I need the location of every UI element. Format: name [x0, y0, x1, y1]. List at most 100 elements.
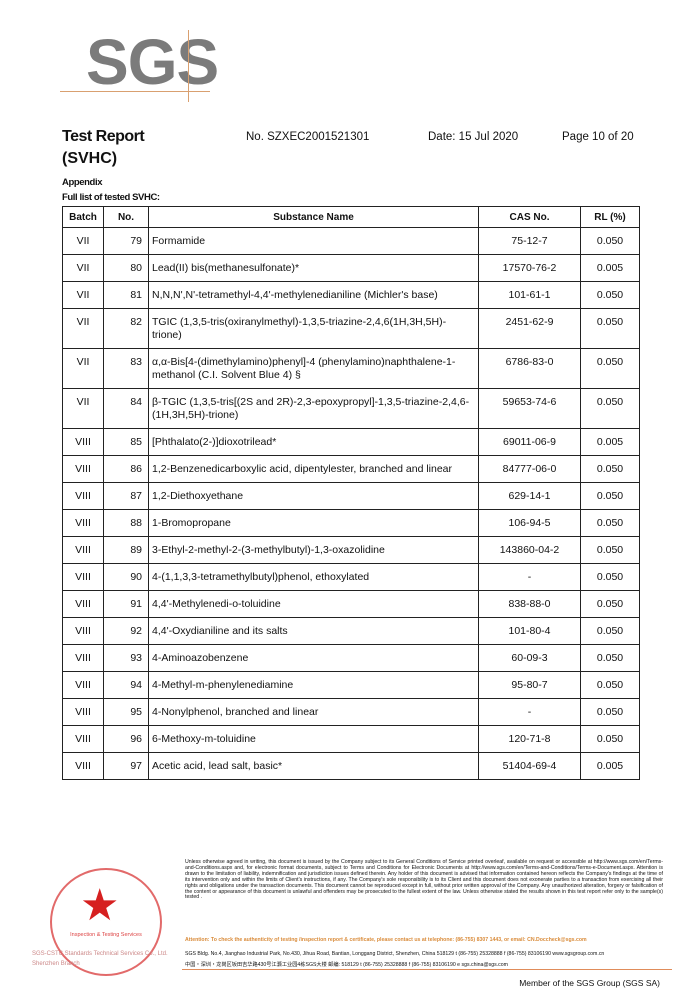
- cas-cell: 629-14-1: [478, 482, 581, 510]
- batch-cell: VIII: [62, 509, 104, 537]
- no-cell: 93: [103, 644, 149, 672]
- table-row: VIII 92 4,4'-Oxydianiline and its salts 101…: [62, 617, 640, 645]
- batch-cell: VIII: [62, 563, 104, 591]
- footer-divider: [182, 969, 672, 970]
- rl-cell: 0.050: [580, 227, 640, 255]
- substance-cell: 1-Bromopropane: [148, 509, 479, 537]
- header-batch: Batch: [62, 206, 104, 228]
- cas-cell: 51404-69-4: [478, 752, 581, 780]
- rl-cell: 0.050: [580, 509, 640, 537]
- substance-cell: Acetic acid, lead salt, basic*: [148, 752, 479, 780]
- substance-cell: 3-Ethyl-2-methyl-2-(3-methylbutyl)-1,3-o…: [148, 536, 479, 564]
- batch-cell: VIII: [62, 482, 104, 510]
- table-row: VII 80 Lead(II) bis(methanesulfonate)* 1757…: [62, 254, 640, 282]
- substance-cell: α,α-Bis[4-(dimethylamino)phenyl]-4 (phen…: [148, 348, 479, 389]
- cas-cell: 838-88-0: [478, 590, 581, 618]
- appendix-heading: Appendix: [62, 177, 103, 188]
- batch-cell: VII: [62, 308, 104, 349]
- no-cell: 96: [103, 725, 149, 753]
- rl-cell: 0.005: [580, 254, 640, 282]
- table-row: VIII 94 4-Methyl-m-phenylenediamine 95-80-7…: [62, 671, 640, 699]
- rl-cell: 0.005: [580, 428, 640, 456]
- rl-cell: 0.050: [580, 725, 640, 753]
- logo-horizontal-line: [60, 91, 210, 92]
- substance-cell: 1,2-Benzenedicarboxylic acid, dipentyles…: [148, 455, 479, 483]
- legal-disclaimer: Unless otherwise agreed in writing, this…: [185, 859, 663, 901]
- rl-cell: 0.050: [580, 698, 640, 726]
- cas-cell: -: [478, 698, 581, 726]
- table-row: VII 83 α,α-Bis[4-(dimethylamino)phenyl]-4 …: [62, 348, 640, 389]
- cas-cell: 60-09-3: [478, 644, 581, 672]
- cas-cell: 120-71-8: [478, 725, 581, 753]
- no-cell: 92: [103, 617, 149, 645]
- table-row: VIII 91 4,4'-Methylenedi-o-toluidine 838-88…: [62, 590, 640, 618]
- report-subtitle: (SVHC): [62, 150, 118, 167]
- cas-cell: 17570-76-2: [478, 254, 581, 282]
- rl-cell: 0.050: [580, 536, 640, 564]
- table-row: VIII 97 Acetic acid, lead salt, basic* 5140…: [62, 752, 640, 780]
- substance-cell: TGIC (1,3,5-tris(oxiranylmethyl)-1,3,5-t…: [148, 308, 479, 349]
- table-row: VIII 93 4-Aminoazobenzene 60-09-3 0.050: [62, 644, 640, 672]
- report-date: Date: 15 Jul 2020: [428, 131, 519, 143]
- company-stamp: ★ Inspection & Testing Services: [50, 868, 162, 976]
- rl-cell: 0.050: [580, 644, 640, 672]
- batch-cell: VIII: [62, 725, 104, 753]
- report-number: No. SZXEC2001521301: [246, 131, 370, 143]
- batch-cell: VIII: [62, 644, 104, 672]
- no-cell: 94: [103, 671, 149, 699]
- rl-cell: 0.005: [580, 752, 640, 780]
- cas-cell: 75-12-7: [478, 227, 581, 255]
- address-chinese: 中国・深圳・龙岗区坂田吉华路430号江灏工业园4栋SGS大楼 邮编: 51812…: [185, 962, 508, 968]
- batch-cell: VIII: [62, 455, 104, 483]
- no-cell: 81: [103, 281, 149, 309]
- no-cell: 80: [103, 254, 149, 282]
- substance-cell: 4,4'-Methylenedi-o-toluidine: [148, 590, 479, 618]
- cas-cell: 6786-83-0: [478, 348, 581, 389]
- header-rl: RL (%): [580, 206, 640, 228]
- svhc-table: Batch No. Substance Name CAS No. RL (%) …: [62, 206, 640, 780]
- list-heading: Full list of tested SVHC:: [62, 192, 160, 203]
- batch-cell: VII: [62, 388, 104, 429]
- rl-cell: 0.050: [580, 617, 640, 645]
- cas-cell: 2451-62-9: [478, 308, 581, 349]
- no-cell: 85: [103, 428, 149, 456]
- cas-cell: 143860-04-2: [478, 536, 581, 564]
- table-row: VII 81 N,N,N',N'-tetramethyl-4,4'-methylen…: [62, 281, 640, 309]
- cas-cell: 69011-06-9: [478, 428, 581, 456]
- substance-cell: β-TGIC (1,3,5-tris[(2S and 2R)-2,3-epoxy…: [148, 388, 479, 429]
- authenticity-notice: Attention: To check the authenticity of …: [185, 937, 587, 943]
- address-english: SGS Bldg. No.4, Jianghao Industrial Park…: [185, 951, 605, 957]
- table-row: VIII 90 4-(1,1,3,3-tetramethylbutyl)phenol…: [62, 563, 640, 591]
- substance-cell: 4-Nonylphenol, branched and linear: [148, 698, 479, 726]
- stamp-organization: SGS-CSTC Standards Technical Services Co…: [32, 951, 168, 967]
- no-cell: 88: [103, 509, 149, 537]
- no-cell: 84: [103, 388, 149, 429]
- substance-cell: Lead(II) bis(methanesulfonate)*: [148, 254, 479, 282]
- cas-cell: 101-80-4: [478, 617, 581, 645]
- batch-cell: VIII: [62, 617, 104, 645]
- no-cell: 87: [103, 482, 149, 510]
- rl-cell: 0.050: [580, 455, 640, 483]
- table-row: VII 82 TGIC (1,3,5-tris(oxiranylmethyl)-1,…: [62, 308, 640, 349]
- rl-cell: 0.050: [580, 388, 640, 429]
- batch-cell: VIII: [62, 590, 104, 618]
- substance-cell: 1,2-Diethoxyethane: [148, 482, 479, 510]
- cas-cell: 95-80-7: [478, 671, 581, 699]
- no-cell: 90: [103, 563, 149, 591]
- substance-cell: Formamide: [148, 227, 479, 255]
- no-cell: 89: [103, 536, 149, 564]
- batch-cell: VIII: [62, 698, 104, 726]
- batch-cell: VIII: [62, 428, 104, 456]
- rl-cell: 0.050: [580, 308, 640, 349]
- substance-cell: 4,4'-Oxydianiline and its salts: [148, 617, 479, 645]
- substance-cell: 4-(1,1,3,3-tetramethylbutyl)phenol, etho…: [148, 563, 479, 591]
- substance-cell: 4-Methyl-m-phenylenediamine: [148, 671, 479, 699]
- rl-cell: 0.050: [580, 482, 640, 510]
- table-row: VIII 89 3-Ethyl-2-methyl-2-(3-methylbutyl)…: [62, 536, 640, 564]
- no-cell: 79: [103, 227, 149, 255]
- no-cell: 86: [103, 455, 149, 483]
- batch-cell: VIII: [62, 752, 104, 780]
- rl-cell: 0.050: [580, 348, 640, 389]
- substance-cell: N,N,N',N'-tetramethyl-4,4'-methylenedian…: [148, 281, 479, 309]
- cas-cell: -: [478, 563, 581, 591]
